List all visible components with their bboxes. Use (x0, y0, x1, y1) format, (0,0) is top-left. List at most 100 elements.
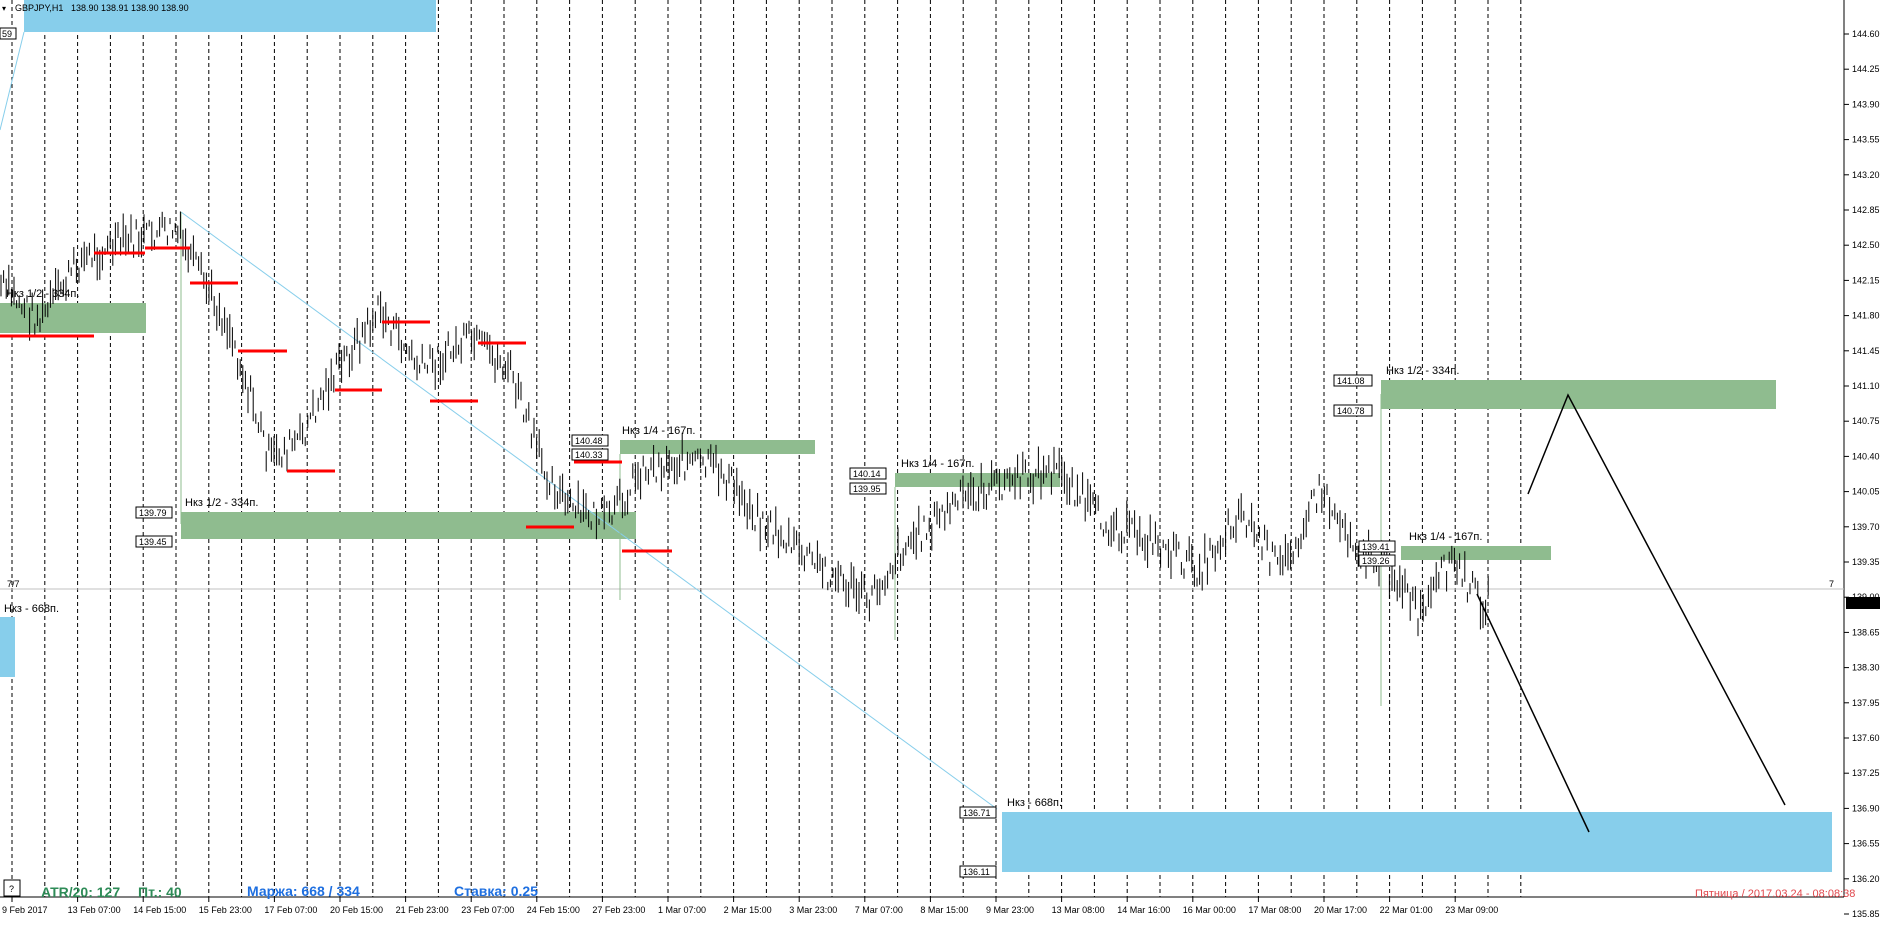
time-tick-label: 27 Feb 23:00 (592, 905, 645, 915)
zone-label-mid-half: Нкз 1/2 - 334п. (185, 497, 258, 509)
zone-blue-left[interactable] (0, 617, 15, 677)
help-button[interactable] (3, 879, 21, 897)
time-tick-label: 9 Mar 23:00 (986, 905, 1034, 915)
top-left-tag-box (0, 27, 17, 40)
current-price-tag (1846, 597, 1880, 609)
time-tick-label: 23 Mar 09:00 (1445, 905, 1498, 915)
svg-text:136.71: 136.71 (963, 808, 991, 818)
zone-green-q1[interactable] (620, 440, 815, 454)
zone-label-quarter-1: Нкз 1/4 - 167п. (622, 425, 695, 437)
time-tick-label: 23 Feb 07:00 (461, 905, 514, 915)
price-tick-label: 137.25 (1852, 768, 1880, 778)
price-tick-label: 143.55 (1852, 135, 1880, 145)
price-tick-label: 142.85 (1852, 205, 1880, 215)
zone-label-left-half: Нкз 1/2 - 334п. (6, 288, 79, 300)
zone-green-right-quarter[interactable] (1401, 546, 1551, 560)
price-tick-label: 144.25 (1852, 64, 1880, 74)
time-tick-label: 13 Feb 07:00 (68, 905, 121, 915)
red-levels (0, 246, 672, 553)
svg-text:139.26: 139.26 (1362, 556, 1390, 566)
zone-green-right-half[interactable] (1381, 380, 1776, 409)
time-tick-label: 15 Feb 23:00 (199, 905, 252, 915)
svg-text:140.14: 140.14 (853, 469, 881, 479)
price-tick-label: 137.60 (1852, 733, 1880, 743)
price-tick-label: 140.40 (1852, 451, 1880, 461)
time-tick-label: 17 Mar 08:00 (1248, 905, 1301, 915)
time-axis[interactable]: 9 Feb 2017 13 Feb 07:00 14 Feb 15:00 15 Feb… (2, 897, 1498, 915)
time-tick-label: 13 Mar 08:00 (1052, 905, 1105, 915)
price-tags: 139.79 139.45 140.48 140.33 140.14 139.9… (135, 374, 1396, 878)
time-tick-label: 14 Mar 16:00 (1117, 905, 1170, 915)
price-tick-label: 139.70 (1852, 522, 1880, 532)
svg-text:139.45: 139.45 (139, 537, 167, 547)
price-tick-label: 136.55 (1852, 839, 1880, 849)
time-tick-label: 20 Feb 15:00 (330, 905, 383, 915)
side-count-left: 7/7 (7, 579, 20, 589)
chart-header-ohlc: 138.90 138.91 138.90 138.90 (71, 3, 189, 13)
time-tick-label: 20 Mar 17:00 (1314, 905, 1367, 915)
time-tick-label: 1 Mar 07:00 (658, 905, 706, 915)
time-tick-label: 24 Feb 15:00 (527, 905, 580, 915)
zone-label-right-half: Нкз 1/2 - 334п. (1386, 365, 1459, 377)
time-tick-label: 7 Mar 07:00 (855, 905, 903, 915)
zone-blue-bottom[interactable] (1002, 812, 1832, 872)
price-tick-label: 142.50 (1852, 240, 1880, 250)
price-tick-label: 140.75 (1852, 416, 1880, 426)
svg-text:139.41: 139.41 (1362, 542, 1390, 552)
time-tick-label: 9 Feb 2017 (2, 905, 48, 915)
current-price-value: 138.90 (1850, 599, 1878, 609)
atr-value: ATR/20: 127 (41, 884, 120, 900)
zone-label-full-left: Нкз - 668п. (4, 603, 59, 615)
time-tick-label: 8 Mar 15:00 (920, 905, 968, 915)
price-tick-label: 144.60 (1852, 29, 1880, 39)
zone-label-right-quarter: Нкз 1/4 - 167п. (1409, 531, 1482, 543)
chart-header-symbol: GBPJPY,H1 (15, 3, 63, 13)
zone-label-quarter-2: Нкз 1/4 - 167п. (901, 458, 974, 470)
price-tick-label: 141.10 (1852, 381, 1880, 391)
chart-menu-icon[interactable]: ▾ (2, 4, 6, 13)
price-tick-label: 135.85 (1852, 909, 1880, 919)
time-tick-label: 22 Mar 01:00 (1380, 905, 1433, 915)
svg-text:140.78: 140.78 (1337, 406, 1365, 416)
zone-blue-top[interactable] (24, 0, 436, 32)
price-tick-label: 136.90 (1852, 803, 1880, 813)
price-tick-label: 143.90 (1852, 99, 1880, 109)
time-tick-label: 16 Mar 00:00 (1183, 905, 1236, 915)
help-button-label[interactable]: ? (9, 884, 14, 894)
side-count-right: 7 (1829, 579, 1834, 589)
price-bars (0, 211, 1489, 637)
top-left-tag: 59 (2, 29, 12, 39)
price-tick-label: 139.35 (1852, 557, 1880, 567)
time-tick-label: 17 Feb 07:00 (264, 905, 317, 915)
time-tick-label: 14 Feb 15:00 (133, 905, 186, 915)
svg-text:140.48: 140.48 (575, 436, 603, 446)
time-tick-label: 2 Mar 15:00 (724, 905, 772, 915)
price-tick-label: 141.80 (1852, 311, 1880, 321)
svg-text:140.33: 140.33 (575, 450, 603, 460)
price-tick-label: 138.30 (1852, 663, 1880, 673)
pt-value: Пт.: 40 (138, 884, 182, 900)
forecast-path-down[interactable] (1476, 593, 1590, 833)
zone-label-full-bottom: Нкз - 668п. (1007, 797, 1062, 809)
svg-text:141.08: 141.08 (1337, 376, 1365, 386)
price-tick-label: 143.20 (1852, 170, 1880, 180)
rate-value: Ставка: 0.25 (454, 883, 538, 899)
price-tick-label: 138.65 (1852, 627, 1880, 637)
footer-datetime: Пятница / 2017.03.24 - 08:08:38 (1695, 888, 1855, 900)
svg-text:136.11: 136.11 (963, 867, 990, 877)
svg-text:139.79: 139.79 (139, 508, 167, 518)
price-tick-label: 141.45 (1852, 346, 1880, 356)
price-tick-label: 136.20 (1852, 874, 1880, 884)
margin-value: Маржа: 668 / 334 (247, 883, 360, 899)
price-tick-label: 137.95 (1852, 698, 1880, 708)
price-tick-label: 140.05 (1852, 487, 1880, 497)
svg-text:139.95: 139.95 (853, 484, 881, 494)
zone-green-q2[interactable] (895, 473, 1060, 487)
time-tick-label: 3 Mar 23:00 (789, 905, 837, 915)
trendline-blue-left[interactable] (0, 31, 25, 131)
time-tick-label: 21 Feb 23:00 (396, 905, 449, 915)
price-tick-label: 142.15 (1852, 275, 1880, 285)
price-axis[interactable]: 144.60 144.25 143.90 143.55 143.20 142.85 142.… (1844, 29, 1880, 919)
forecast-path-up[interactable] (1527, 393, 1786, 806)
